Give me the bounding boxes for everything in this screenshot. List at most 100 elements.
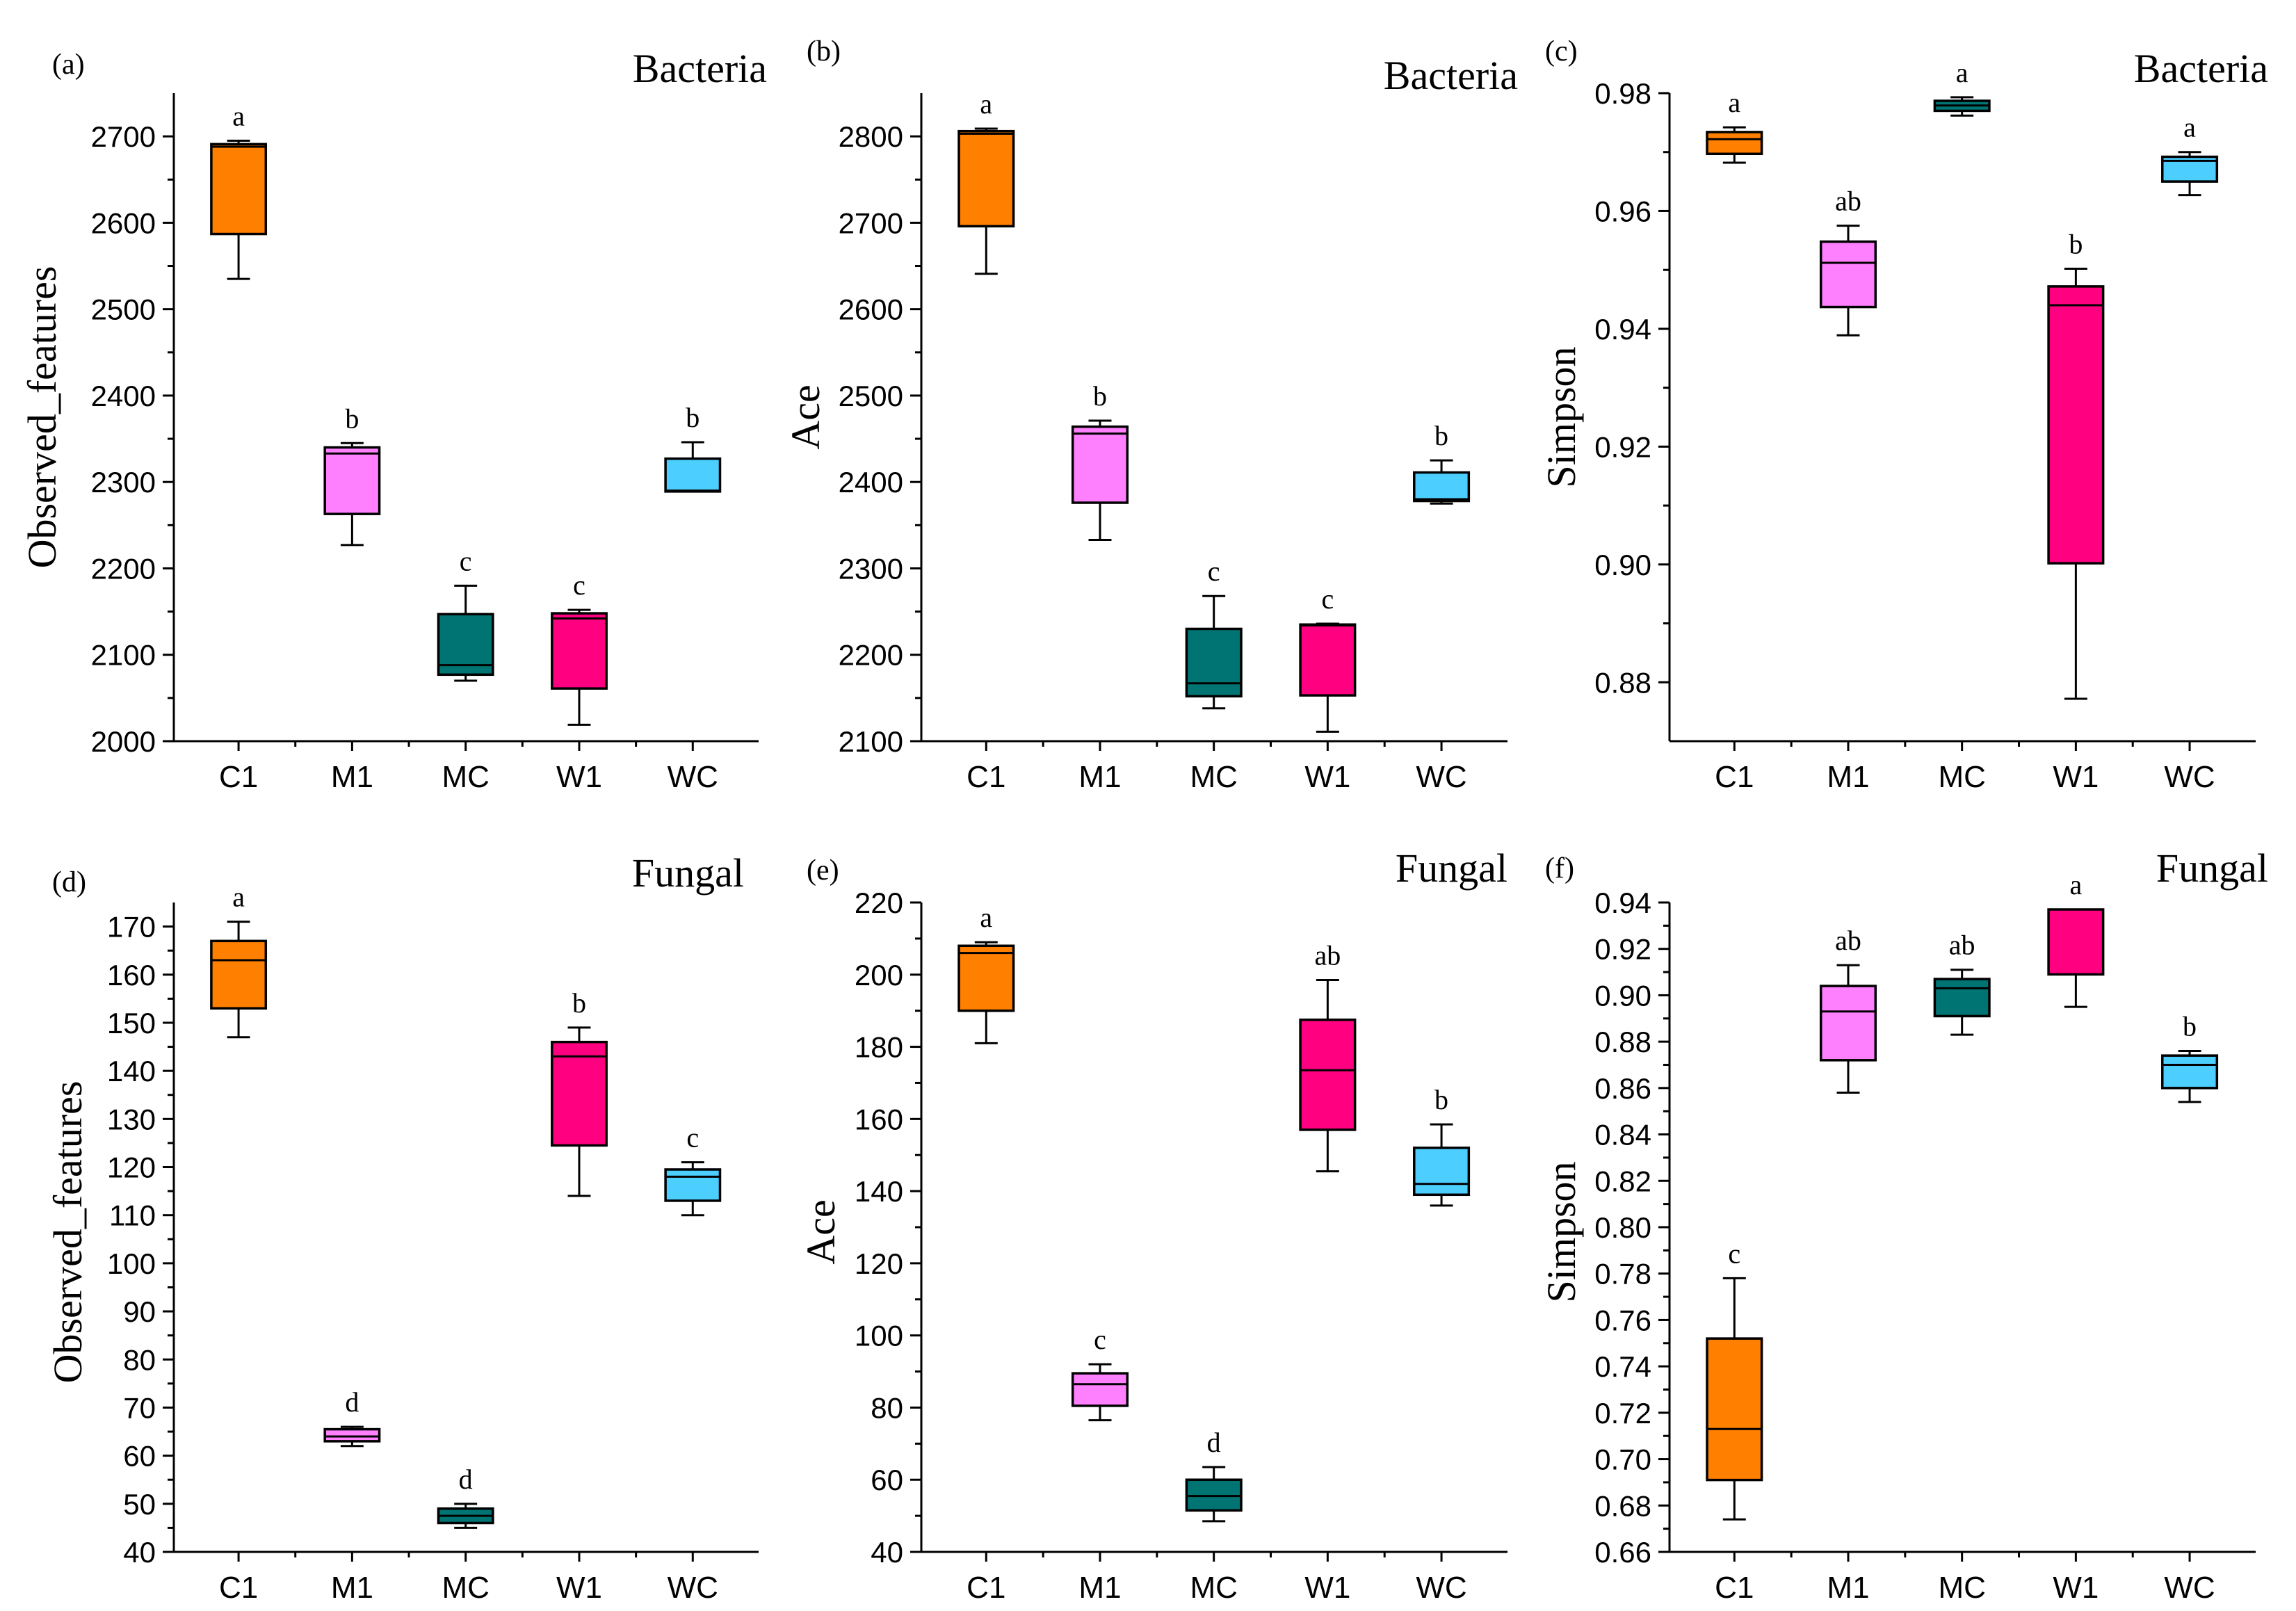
x-tick-label: W1 [556, 760, 602, 794]
significance-letter: b [1434, 420, 1448, 451]
box-MC: d [1185, 1427, 1243, 1523]
y-tick-label: 170 [107, 911, 156, 944]
y-tick-label: 2100 [91, 639, 156, 672]
y-tick-label: 0.72 [1594, 1397, 1651, 1430]
iqr-box [1706, 131, 1763, 156]
iqr-box [957, 129, 1015, 228]
box-M1: c [1071, 1324, 1129, 1422]
x-tick-label: M1 [1078, 760, 1121, 794]
iqr-box [323, 1427, 381, 1443]
significance-letter: d [345, 1386, 359, 1418]
iqr-box [1413, 1147, 1471, 1197]
y-tick-label: 0.82 [1594, 1165, 1651, 1197]
y-tick-label: 120 [107, 1151, 156, 1184]
x-tick-label: MC [1938, 760, 1985, 794]
y-tick-label: 2600 [91, 207, 156, 239]
y-tick-label: 0.88 [1594, 1026, 1651, 1058]
y-tick-label: 0.86 [1594, 1072, 1651, 1105]
significance-letter: b [345, 403, 359, 434]
y-tick-label: 2800 [839, 120, 903, 153]
y-axis-label: Simpson [1539, 346, 1584, 487]
iqr-box [1299, 1018, 1357, 1131]
y-tick-label: 0.80 [1594, 1211, 1651, 1244]
significance-letter: a [232, 882, 245, 913]
box-WC: b [2161, 1010, 2219, 1103]
panel-f: 0.66 0.68 0.70 0.72 0.74 0.76 0.78 0.80 0.82 0.84… [1539, 845, 2268, 1605]
x-tick-label: W1 [2053, 1571, 2099, 1605]
y-tick-label: 110 [109, 1199, 156, 1232]
y-tick-label: 160 [107, 959, 156, 991]
box-C1: a [957, 88, 1015, 275]
box-MC: ab [1933, 930, 1991, 1036]
y-tick-label: 100 [107, 1247, 156, 1280]
panel-title: Bacteria [2134, 46, 2268, 91]
box-C1: a [210, 100, 268, 280]
x-tick-label: M1 [1078, 1571, 1121, 1605]
significance-letter: c [573, 569, 585, 601]
y-tick-label: 2200 [91, 552, 156, 585]
x-tick-label: C1 [219, 760, 258, 794]
x-tick-label: C1 [1715, 1571, 1754, 1605]
box-WC: b [1413, 1084, 1471, 1207]
panel-title: Bacteria [633, 46, 767, 91]
y-tick-label: 0.94 [1594, 887, 1651, 919]
y-tick-label: 60 [871, 1464, 903, 1496]
iqr-box [323, 446, 381, 515]
x-tick-label: W1 [1304, 1571, 1350, 1605]
y-tick-label: 140 [855, 1175, 903, 1208]
x-tick-label: C1 [219, 1571, 258, 1605]
panel-e: 40 60 80 100 120 140 160 180 200 220 C1 M1 MC W1 WC a c d… [798, 845, 1507, 1605]
y-tick-label: 2600 [839, 293, 903, 326]
box-W1: c [1299, 583, 1357, 733]
significance-letter: c [1728, 1238, 1740, 1269]
y-tick-label: 2000 [91, 725, 156, 758]
panel-title: Fungal [2156, 845, 2268, 891]
box-MC: d [437, 1464, 494, 1529]
y-tick-label: 40 [123, 1536, 156, 1569]
y-tick-label: 0.90 [1594, 549, 1651, 581]
iqr-box [1706, 1337, 1763, 1482]
x-tick-label: WC [668, 760, 718, 794]
y-tick-label: 2700 [91, 120, 156, 153]
iqr-box [210, 939, 268, 1010]
y-axis-label: Ace [783, 384, 828, 449]
y-tick-label: 120 [855, 1247, 903, 1280]
y-tick-label: 0.74 [1594, 1350, 1651, 1383]
y-tick-label: 180 [855, 1031, 903, 1064]
box-W1: c [551, 569, 608, 726]
iqr-box [551, 1040, 608, 1147]
y-tick-label: 60 [123, 1440, 156, 1473]
panel-b: 2100 2200 2300 2400 2500 2600 2700 2800 C1 M1 MC W1… [783, 35, 1518, 794]
significance-letter: b [1434, 1084, 1448, 1115]
x-tick-label: W1 [1304, 760, 1350, 794]
box-WC: c [664, 1122, 722, 1217]
y-tick-label: 40 [871, 1536, 903, 1569]
significance-letter: a [2183, 112, 2196, 143]
y-tick-label: 0.98 [1594, 77, 1651, 110]
panel-label: (b) [807, 35, 841, 67]
x-tick-label: WC [2164, 760, 2215, 794]
y-tick-label: 160 [855, 1103, 903, 1135]
box-M1: b [323, 403, 381, 547]
significance-letter: d [1207, 1427, 1221, 1458]
significance-letter: b [2183, 1010, 2197, 1042]
box-M1: ab [1819, 186, 1877, 337]
y-tick-label: 150 [107, 1007, 156, 1039]
panel-label: (d) [52, 866, 86, 898]
panel-title: Fungal [632, 850, 744, 896]
iqr-box [2161, 1054, 2219, 1090]
iqr-box [1299, 623, 1357, 697]
significance-letter: b [1093, 380, 1107, 412]
y-axis-label: Simpson [1539, 1161, 1584, 1302]
y-tick-label: 80 [871, 1391, 903, 1424]
significance-letter: d [459, 1464, 473, 1495]
box-M1: ab [1819, 925, 1877, 1094]
y-tick-label: 130 [107, 1103, 156, 1135]
significance-letter: a [1956, 57, 1968, 88]
significance-letter: ab [1835, 925, 1861, 956]
panel-a: 2000 2100 2200 2300 2400 2500 2600 2700 C1 M1 MC W1… [19, 46, 767, 794]
box-MC: a [1933, 57, 1991, 117]
panel-label: (e) [807, 855, 839, 887]
x-tick-label: M1 [331, 1571, 373, 1605]
y-tick-label: 220 [855, 887, 903, 919]
